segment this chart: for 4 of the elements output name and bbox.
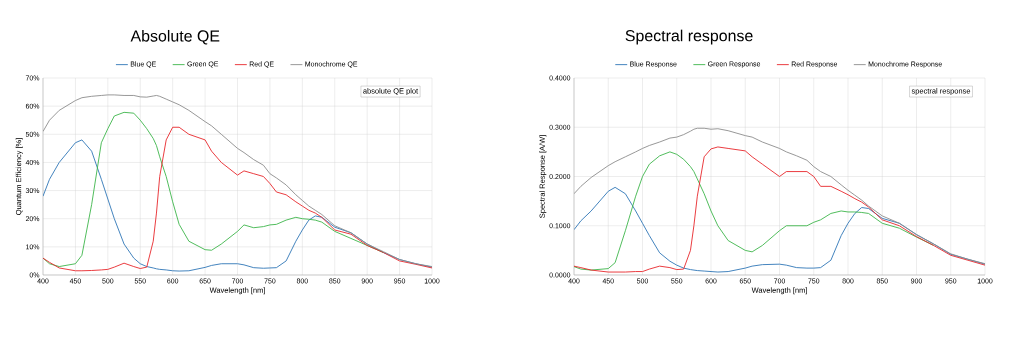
line-series <box>574 127 986 265</box>
line-series <box>43 94 433 267</box>
chart-title: Spectral response <box>625 29 753 45</box>
chart-title: Absolute QE <box>130 29 220 45</box>
